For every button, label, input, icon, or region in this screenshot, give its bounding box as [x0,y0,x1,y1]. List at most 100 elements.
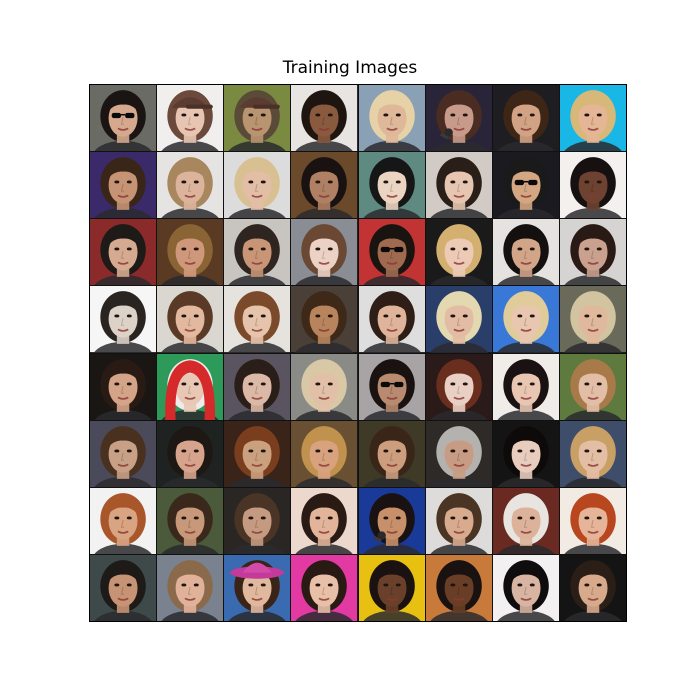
face-image [224,353,291,420]
face-image [559,420,626,487]
face-thumbnail-r6c1 [90,420,157,487]
face-thumbnail-r2c6 [425,152,492,219]
face-image [90,420,157,487]
face-image [224,219,291,286]
face-thumbnail-r3c2 [157,219,224,286]
face-image [425,286,492,353]
face-image [425,554,492,621]
face-thumbnail-r5c7 [492,353,559,420]
face-thumbnail-r6c4 [291,420,358,487]
face-image [291,219,358,286]
face-thumbnail-r5c1 [90,353,157,420]
face-image [157,286,224,353]
face-image [492,554,559,621]
face-image [559,554,626,621]
face-thumbnail-r2c1 [90,152,157,219]
face-thumbnail-r3c5 [358,219,425,286]
face-thumbnail-r2c8 [559,152,626,219]
face-thumbnail-r3c1 [90,219,157,286]
face-image [559,85,626,152]
face-image [157,85,224,152]
face-thumbnail-r1c6 [425,85,492,152]
image-grid-frame [89,84,627,622]
face-image [425,219,492,286]
face-image [90,85,157,152]
face-thumbnail-r2c4 [291,152,358,219]
face-thumbnail-r4c4 [291,286,358,353]
face-image [90,353,157,420]
face-image [224,85,291,152]
face-image [224,554,291,621]
face-thumbnail-r7c3 [224,487,291,554]
face-thumbnail-r1c4 [291,85,358,152]
face-thumbnail-r3c4 [291,219,358,286]
face-image [492,152,559,219]
face-image [90,554,157,621]
face-thumbnail-r7c2 [157,487,224,554]
face-thumbnail-r7c7 [492,487,559,554]
face-image [224,152,291,219]
face-image [157,353,224,420]
face-thumbnail-r7c6 [425,487,492,554]
face-image [358,152,425,219]
face-image [425,420,492,487]
face-thumbnail-r4c3 [224,286,291,353]
face-image [492,85,559,152]
face-thumbnail-r6c8 [559,420,626,487]
face-image [224,487,291,554]
face-thumbnail-r6c5 [358,420,425,487]
face-image [559,152,626,219]
face-thumbnail-r8c1 [90,554,157,621]
face-thumbnail-r7c1 [90,487,157,554]
face-thumbnail-r8c5 [358,554,425,621]
face-thumbnail-r7c4 [291,487,358,554]
face-image [492,353,559,420]
image-grid [90,85,626,621]
face-thumbnail-r8c8 [559,554,626,621]
face-image [425,85,492,152]
face-thumbnail-r2c3 [224,152,291,219]
face-thumbnail-r7c8 [559,487,626,554]
face-image [90,286,157,353]
face-image [291,420,358,487]
face-image [291,286,358,353]
face-image [425,152,492,219]
face-image [559,219,626,286]
face-image [559,353,626,420]
face-thumbnail-r3c6 [425,219,492,286]
face-image [492,219,559,286]
face-thumbnail-r1c1 [90,85,157,152]
face-thumbnail-r5c2 [157,353,224,420]
face-image [291,487,358,554]
face-image [358,85,425,152]
face-thumbnail-r4c1 [90,286,157,353]
face-image [224,286,291,353]
face-image [559,286,626,353]
face-image [425,353,492,420]
face-image [425,487,492,554]
figure-title: Training Images [282,58,418,78]
face-thumbnail-r2c5 [358,152,425,219]
face-image [291,152,358,219]
face-thumbnail-r6c2 [157,420,224,487]
face-thumbnail-r1c7 [492,85,559,152]
face-thumbnail-r6c3 [224,420,291,487]
face-thumbnail-r8c2 [157,554,224,621]
face-image [157,152,224,219]
face-thumbnail-r4c7 [492,286,559,353]
face-image [358,219,425,286]
face-thumbnail-r8c4 [291,554,358,621]
face-thumbnail-r5c4 [291,353,358,420]
face-thumbnail-r8c3 [224,554,291,621]
face-image [492,286,559,353]
face-image [358,286,425,353]
face-image [559,487,626,554]
face-image [358,487,425,554]
face-thumbnail-r1c8 [559,85,626,152]
face-thumbnail-r4c6 [425,286,492,353]
face-image [358,353,425,420]
face-thumbnail-r3c7 [492,219,559,286]
face-image [492,487,559,554]
face-thumbnail-r5c3 [224,353,291,420]
face-image [358,420,425,487]
